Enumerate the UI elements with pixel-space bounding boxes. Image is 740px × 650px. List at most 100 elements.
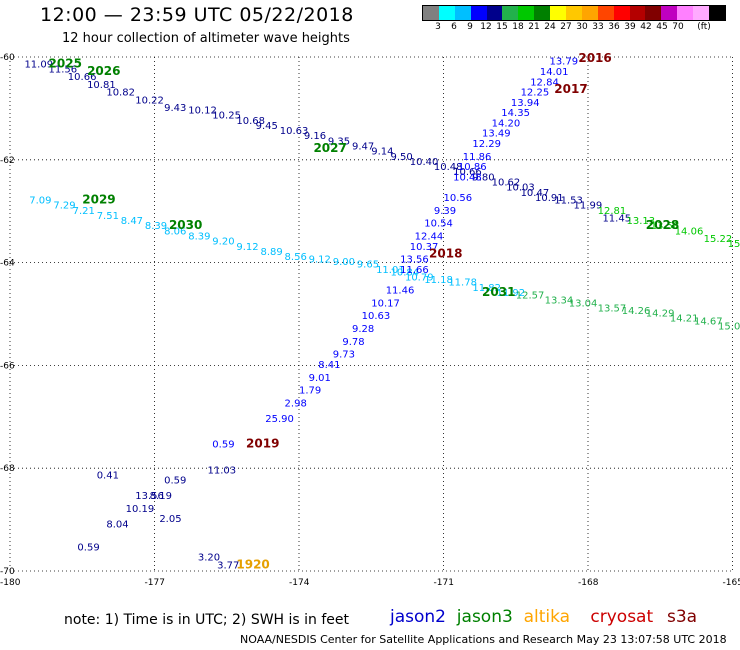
- wave-height-value: 14.26: [622, 306, 651, 317]
- wave-height-value: 12.29: [472, 139, 501, 150]
- scale-swatch: [645, 6, 662, 20]
- wave-height-value: 9.65: [357, 260, 379, 271]
- wave-height-value: 14.20: [492, 118, 521, 129]
- track-track-b: 7.09 7.297.21 7.51 8.47 8.398.06 8.39 9.20 9.12…: [29, 195, 525, 299]
- wave-height-value: 0.59: [212, 440, 234, 451]
- scale-label: 30: [576, 22, 588, 32]
- wave-height-value: 11.18: [424, 275, 453, 286]
- scale-swatch: [534, 6, 551, 20]
- wave-height-value: 10.25: [212, 111, 241, 122]
- lat-axis-label: -62: [0, 156, 15, 166]
- scale-swatch: [693, 6, 710, 20]
- wave-height-value: 25.90: [265, 414, 294, 425]
- wave-height-value: 15.15: [728, 239, 740, 250]
- wave-height-value: 8.19: [150, 491, 172, 502]
- wave-height-value: 10.37: [410, 242, 439, 253]
- lon-axis-label: -180: [0, 578, 21, 588]
- wave-height-value: 9.50: [391, 152, 413, 163]
- wave-height-value: 13.56: [400, 255, 429, 266]
- wave-height-value: 13.34: [545, 296, 574, 307]
- wave-height-value: 13.58: [651, 221, 680, 232]
- wave-height-value: 11.03: [207, 465, 236, 476]
- scale-swatch: [454, 6, 471, 20]
- wave-height-value: 13.49: [482, 129, 511, 140]
- wave-height-value: 10.54: [424, 219, 453, 230]
- scale-label: 12: [480, 22, 492, 32]
- wave-height-value: 9.00: [333, 257, 355, 268]
- wave-height-value: 10.19: [126, 504, 155, 515]
- scale-label: 15: [496, 22, 508, 32]
- wave-height-value: 11.53: [554, 195, 583, 206]
- track-track-c: 13.7914.0112.8412.2513.9414.3514.2013.49…: [212, 57, 578, 451]
- wave-height-value: 12.44: [415, 231, 444, 242]
- wave-height-value: 14.06: [675, 226, 704, 237]
- scale-swatch: [518, 6, 535, 20]
- wave-height-value: 12.81: [598, 206, 627, 217]
- wave-height-value: 8.41: [318, 360, 340, 371]
- wave-height-value: 8.47: [121, 216, 143, 227]
- wave-height-value: 14.35: [501, 108, 530, 119]
- wave-height-value: 7.29: [53, 201, 75, 212]
- scale-label: 9: [467, 22, 473, 32]
- wave-height-value: 9.16: [304, 131, 326, 142]
- satellite-legend-s3a: s3a: [667, 607, 698, 627]
- wave-height-value: 15.22: [704, 234, 733, 245]
- wave-height-value: 10.62: [492, 178, 521, 189]
- wave-height-value: 11.09: [24, 59, 53, 70]
- wave-height-value: 1.79: [299, 386, 321, 397]
- lon-axis-label: -174: [289, 578, 310, 588]
- wave-height-value: 9.12: [236, 242, 258, 253]
- wave-height-value: 13.79: [549, 57, 578, 68]
- page-title: 12:00 — 23:59 UTC 05/22/2018: [40, 4, 354, 26]
- scale-swatch: [709, 6, 725, 20]
- wave-height-value: 7.51: [97, 211, 119, 222]
- lat-axis-label: -70: [0, 567, 15, 577]
- scale-swatch: [597, 6, 614, 20]
- scale-label: 36: [608, 22, 620, 32]
- lon-axis-label: -165: [723, 578, 740, 588]
- track-track-f: 11.03 0.59 0.41 13.568.19 10.19 2.05 8.04 0.59 3…: [77, 465, 239, 571]
- wave-height-value: 10.17: [371, 298, 400, 309]
- scale-swatch: [566, 6, 582, 20]
- wave-height-value: 10.84: [391, 267, 420, 278]
- page-subtitle: 12 hour collection of altimeter wave hei…: [62, 31, 350, 46]
- scale-label: 21: [528, 22, 540, 32]
- wave-height-value: 10.48: [434, 162, 463, 173]
- wave-height-color-scale: [422, 5, 726, 21]
- wave-height-value: 14.01: [540, 67, 569, 78]
- scale-swatch: [486, 6, 503, 20]
- wave-height-value: 9.01: [309, 373, 331, 384]
- wave-height-value: 11.45: [602, 213, 631, 224]
- wave-height-value: 0.41: [97, 470, 119, 481]
- wave-height-value: 8.39: [188, 231, 210, 242]
- color-scale-labels: 3 6 9 12 15 18 21 24 27 30 33 36 39 42 45 70 (ft): [422, 22, 740, 36]
- time-label: 2028: [646, 218, 679, 232]
- wave-height-value: 7.21: [73, 206, 95, 217]
- wave-height-value: 11.99: [574, 201, 603, 212]
- wave-height-value: 8.56: [285, 252, 307, 263]
- wave-height-value: 11.66: [400, 265, 429, 276]
- lon-axis-label: -177: [145, 578, 165, 588]
- wave-height-value: 8.39: [145, 221, 167, 232]
- wave-height-value: 11.46: [386, 285, 415, 296]
- wave-height-value: 9.43: [164, 103, 186, 114]
- wave-height-value: 10.68: [236, 116, 265, 127]
- wave-height-value: 10.03: [506, 183, 535, 194]
- wave-height-value: 13.94: [511, 98, 540, 109]
- wave-height-value: 14.29: [646, 309, 675, 320]
- scale-label: 6: [451, 22, 457, 32]
- footer-note: note: 1) Time is in UTC; 2) SWH is in fe…: [64, 612, 350, 628]
- wave-height-value: 10.86: [458, 162, 487, 173]
- wave-height-value: 10.91: [535, 193, 564, 204]
- wave-height-value: 0.59: [77, 542, 99, 553]
- axis-labels: -60 -62 -64 -66 -68 -70-180 -177 -174 -171 -168 -1…: [0, 53, 740, 588]
- time-label: 2030: [169, 218, 202, 232]
- wave-height-value: 7.09: [29, 195, 51, 206]
- wave-height-value: 9.14: [371, 147, 393, 158]
- scale-label: (ft): [697, 22, 711, 32]
- scale-label: 42: [640, 22, 652, 32]
